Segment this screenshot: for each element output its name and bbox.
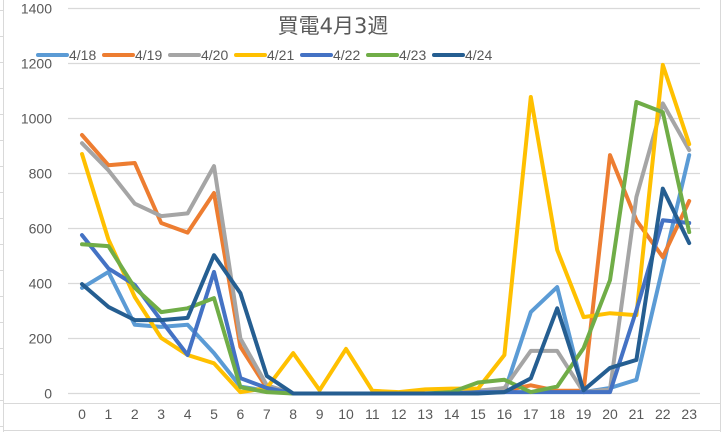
x-tick-label: 12 <box>391 406 407 422</box>
x-tick-label: 2 <box>131 406 139 422</box>
x-tick-label: 7 <box>263 406 271 422</box>
legend-item: 4/18 <box>36 47 96 63</box>
legend: 4/18 4/19 4/20 4/21 4/22 4/23 4/24 <box>36 47 492 63</box>
series-line-4-24 <box>80 186 692 396</box>
x-tick-label: 11 <box>365 406 380 422</box>
legend-label: 4/19 <box>135 47 162 63</box>
legend-label: 4/22 <box>333 47 360 63</box>
y-tick-label: 400 <box>29 276 53 292</box>
x-tick-label: 1 <box>105 406 113 422</box>
legend-item: 4/20 <box>168 47 228 63</box>
x-tick-label: 14 <box>444 406 460 422</box>
x-tick-label: 17 <box>523 406 539 422</box>
x-tick-label: 6 <box>237 406 245 422</box>
legend-item: 4/23 <box>366 47 426 63</box>
y-tick-label: 1200 <box>21 56 52 72</box>
x-tick-label: 0 <box>78 406 86 422</box>
x-tick-label: 13 <box>417 406 433 422</box>
legend-label: 4/23 <box>399 47 426 63</box>
x-tick-label: 8 <box>289 406 297 422</box>
y-tick-label: 200 <box>29 331 53 347</box>
y-tick-label: 1400 <box>21 1 52 17</box>
legend-label: 4/21 <box>267 47 294 63</box>
y-tick-label: 0 <box>44 386 52 402</box>
x-tick-label: 15 <box>470 406 486 422</box>
legend-label: 4/20 <box>201 47 228 63</box>
x-tick-label: 9 <box>316 406 324 422</box>
x-axis-labels: 0 1 2 3 4 5 6 7 8 9 10 11 12 13 14 15 16 17 18 19 20 21 22 23 <box>78 406 697 422</box>
series-lines <box>80 62 692 396</box>
legend-item: 4/22 <box>300 47 360 63</box>
legend-item: 4/21 <box>234 47 294 63</box>
y-tick-label: 600 <box>29 221 53 237</box>
x-tick-label: 23 <box>681 406 697 422</box>
legend-label: 4/24 <box>465 47 492 63</box>
x-tick-label: 16 <box>497 406 513 422</box>
y-axis-labels: 0 200 400 600 800 1000 1200 1400 <box>21 1 52 402</box>
legend-item: 4/19 <box>102 47 162 63</box>
x-tick-label: 10 <box>338 406 354 422</box>
y-tick-label: 1000 <box>21 111 52 127</box>
x-tick-label: 19 <box>576 406 592 422</box>
x-tick-label: 5 <box>210 406 218 422</box>
x-tick-label: 18 <box>549 406 565 422</box>
legend-label: 4/18 <box>69 47 96 63</box>
chart-title: 買電4月3週 <box>278 14 389 38</box>
x-tick-label: 21 <box>629 406 645 422</box>
x-tick-label: 22 <box>655 406 671 422</box>
x-tick-label: 3 <box>157 406 165 422</box>
x-tick-label: 20 <box>602 406 618 422</box>
legend-item: 4/24 <box>432 47 492 63</box>
x-tick-label: 4 <box>184 406 192 422</box>
y-tick-label: 800 <box>29 166 53 182</box>
